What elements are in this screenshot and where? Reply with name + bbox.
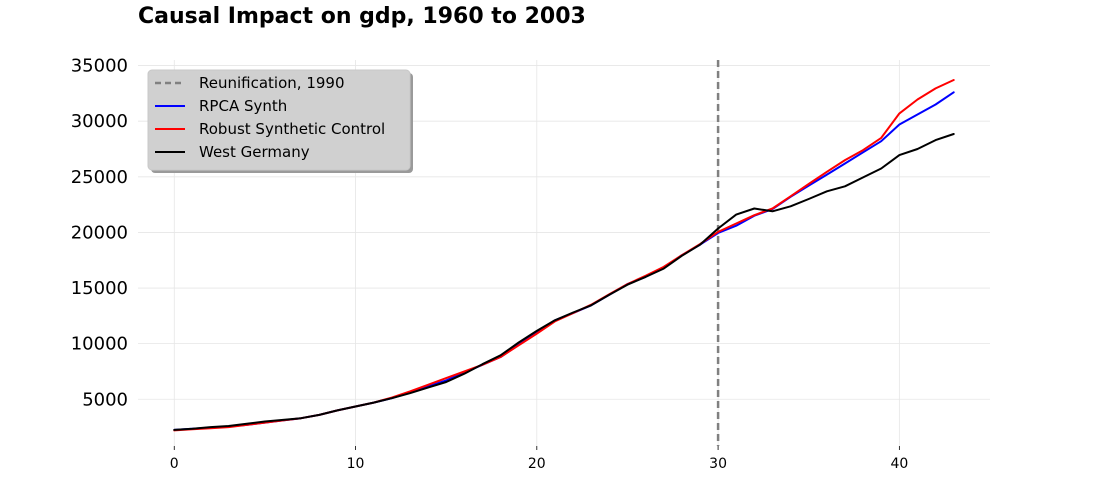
y-tick-label: 5000: [82, 389, 128, 410]
legend-entry-label: RPCA Synth: [199, 97, 287, 115]
x-tick-label: 20: [528, 456, 546, 472]
y-tick-label: 20000: [71, 222, 128, 243]
legend-entry-label: Reunification, 1990: [199, 74, 345, 92]
series-line-west-germany: [173, 133, 955, 431]
x-axis-ticks: 0 10 20 30 40: [170, 446, 908, 472]
x-tick-label: 30: [709, 456, 727, 472]
y-tick-label: 30000: [71, 111, 128, 132]
y-tick-label: 15000: [71, 278, 128, 299]
x-tick-label: 0: [170, 456, 179, 472]
series-lines: [173, 79, 955, 432]
y-axis-ticks: 5000 10000 15000 20000 25000 30000 35000: [71, 56, 128, 411]
y-tick-label: 25000: [71, 167, 128, 188]
x-tick-label: 40: [890, 456, 908, 472]
x-tick-label: 10: [347, 456, 365, 472]
y-tick-label: 35000: [71, 56, 128, 77]
legend-box: [147, 69, 411, 171]
legend-entry-label: West Germany: [199, 143, 310, 161]
legend: Reunification, 1990 RPCA Synth Robust Synt…: [147, 69, 413, 173]
chart-title: Causal Impact on gdp, 1960 to 2003: [138, 4, 586, 29]
legend-entry-label: Robust Synthetic Control: [199, 120, 385, 138]
y-tick-label: 10000: [71, 334, 128, 355]
